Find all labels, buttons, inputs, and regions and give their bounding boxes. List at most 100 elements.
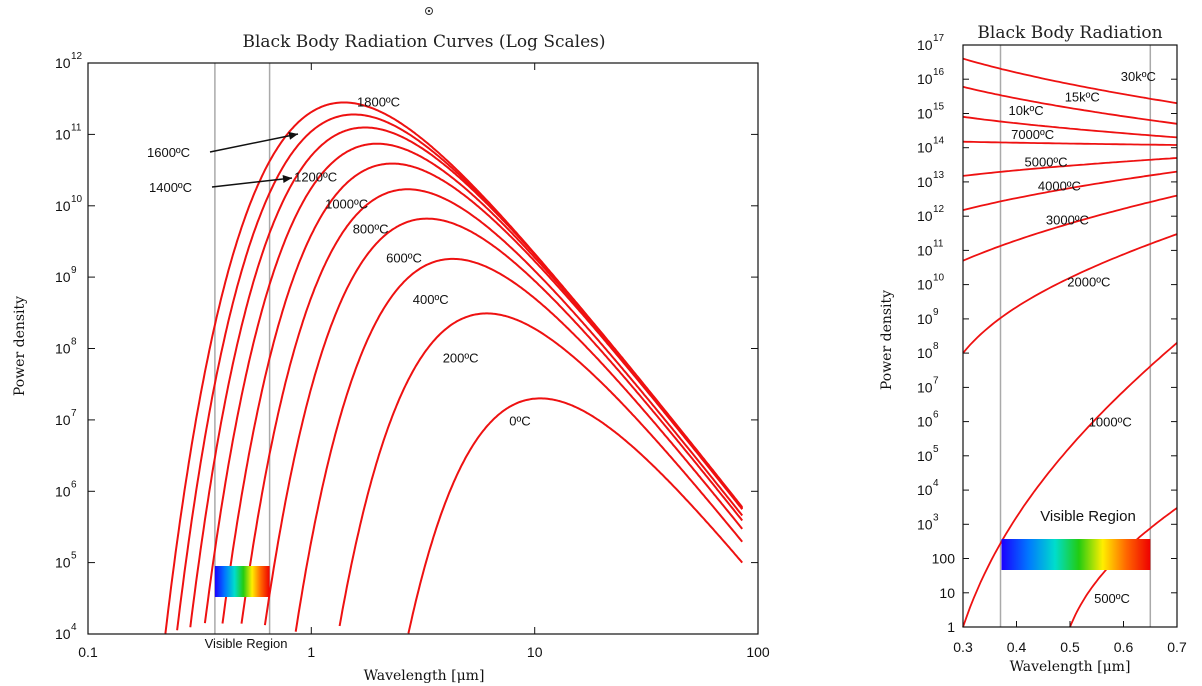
right-y-axis-label: Power density	[879, 290, 895, 390]
y-tick-base: 10	[917, 208, 933, 224]
y-tick-base: 10	[917, 311, 933, 327]
y-tick-exponent: 6	[71, 479, 77, 490]
y-tick-base: 10	[55, 269, 71, 285]
y-tick-label: 10 6	[55, 479, 77, 499]
curve-label-15kºC: 15kºC	[1065, 90, 1100, 105]
y-tick-exponent: 12	[71, 51, 83, 62]
right-chart: Black Body Radiation Wavelength [μm] Pow…	[879, 23, 1187, 675]
curve-10kºC	[962, 115, 1178, 139]
y-tick-base: 10	[939, 585, 955, 601]
y-tick-label: 10 15	[917, 102, 945, 122]
y-tick-exponent: 5	[933, 444, 939, 455]
left-chart-title: Black Body Radiation Curves (Log Scales)	[242, 32, 605, 52]
y-tick-base: 10	[917, 277, 933, 293]
curve-7000ºC	[962, 140, 1177, 146]
spectrum-gradient	[214, 566, 270, 597]
x-tick-label: 0.4	[1007, 639, 1027, 655]
left-x-axis-label: Wavelength [μm]	[364, 668, 485, 684]
top-marker-icon	[425, 7, 433, 15]
y-tick-exponent: 15	[933, 102, 945, 113]
y-tick-base: 10	[917, 242, 933, 258]
annotation-arrow-line	[211, 177, 293, 188]
y-tick-exponent: 7	[933, 375, 939, 386]
right-curve-labels: 500ºC 1000ºC 2000ºC 3000ºC 4000ºC 5000ºC 7000º…	[1009, 69, 1156, 606]
y-tick-exponent: 8	[933, 341, 939, 352]
y-tick-base: 10	[55, 483, 71, 499]
curve-400ºC	[294, 257, 743, 632]
curve-label-0ºC: 0ºC	[509, 413, 530, 428]
right-chart-title: Black Body Radiation	[977, 23, 1162, 43]
y-tick-exponent: 14	[933, 136, 945, 147]
y-tick-label: 10 9	[55, 265, 77, 285]
curve-label-1000ºC: 1000ºC	[325, 197, 368, 212]
curve-label-10kºC: 10kºC	[1009, 103, 1044, 118]
arrow-head-icon	[282, 175, 292, 183]
curve-600ºC	[263, 217, 744, 626]
right-curves	[962, 57, 1178, 628]
left-curve-labels: 0ºC 200ºC 400ºC 600ºC 800ºC 1000ºC 1200ºC 1800º…	[294, 95, 531, 429]
annotation-arrow-line	[209, 133, 299, 153]
y-tick-exponent: 12	[933, 204, 945, 215]
y-tick-base: 10	[917, 379, 933, 395]
curve-label-400ºC: 400ºC	[413, 292, 449, 307]
y-tick-label: 10 3	[917, 512, 939, 532]
y-tick-label: 10 4	[917, 478, 939, 498]
y-tick-base: 10	[55, 198, 71, 214]
left-spectrum-bar	[214, 566, 270, 597]
y-tick-exponent: 11	[71, 122, 82, 133]
x-tick-label: 0.1	[78, 644, 98, 660]
right-x-axis-label: Wavelength [μm]	[1010, 659, 1131, 675]
y-tick-exponent: 9	[71, 265, 77, 276]
y-tick-base: 10	[55, 626, 71, 642]
y-tick-label: 10 5	[55, 551, 77, 571]
annotation-label: 1600ºC	[147, 145, 190, 160]
left-x-ticks: 0.1 1 10 100	[78, 63, 770, 660]
y-tick-label: 10 8	[55, 337, 77, 357]
y-tick-base: 10	[55, 341, 71, 357]
y-tick-exponent: 17	[933, 33, 945, 44]
y-tick-label: 10 7	[917, 375, 939, 395]
y-tick-exponent: 10	[933, 273, 945, 284]
y-tick-label: 10 12	[55, 51, 83, 71]
curve-4000ºC	[962, 170, 1178, 211]
curve-5000ºC	[962, 157, 1178, 177]
y-tick-label: 10 11	[55, 122, 82, 142]
y-tick-exponent: 10	[71, 194, 83, 205]
y-tick-label: 10 4	[55, 622, 77, 642]
curve-label-3000ºC: 3000ºC	[1046, 213, 1089, 228]
y-tick-label: 100	[932, 551, 956, 567]
curve-30kºC	[962, 57, 1178, 105]
y-tick-base: 10	[917, 516, 933, 532]
curve-label-1800ºC: 1800ºC	[357, 95, 400, 110]
left-visible-lines	[214, 63, 271, 634]
curve-label-5000ºC: 5000ºC	[1025, 155, 1068, 170]
y-tick-base: 10	[917, 174, 933, 190]
y-tick-exponent: 11	[933, 238, 944, 249]
y-tick-label: 10 14	[917, 136, 945, 156]
right-spectrum-bar	[1001, 539, 1151, 570]
y-tick-exponent: 4	[71, 622, 77, 633]
y-tick-exponent: 16	[933, 67, 945, 78]
y-tick-exponent: 9	[933, 307, 939, 318]
arrow-head-icon	[288, 131, 298, 140]
y-tick-base: 10	[55, 126, 71, 142]
y-tick-label: 10 11	[917, 238, 944, 258]
y-tick-base: 10	[917, 106, 933, 122]
y-tick-label: 1	[947, 619, 955, 635]
y-tick-exponent: 8	[71, 337, 77, 348]
x-tick-label: 0.3	[953, 639, 973, 655]
x-tick-label: 0.6	[1114, 639, 1134, 655]
curve-label-7000ºC: 7000ºC	[1011, 127, 1054, 142]
y-tick-label: 10 16	[917, 67, 945, 87]
y-tick-exponent: 5	[71, 551, 77, 562]
x-tick-label: 100	[746, 644, 770, 660]
curve-label-1200ºC: 1200ºC	[294, 170, 337, 185]
y-tick-base: 10	[55, 55, 71, 71]
right-x-ticks: 0.3 0.4 0.5 0.6 0.7	[953, 621, 1187, 655]
y-tick-label: 10 10	[55, 194, 83, 214]
curve-2000ºC	[962, 233, 1178, 354]
y-tick-label: 10 8	[917, 341, 939, 361]
y-tick-exponent: 13	[933, 170, 945, 181]
